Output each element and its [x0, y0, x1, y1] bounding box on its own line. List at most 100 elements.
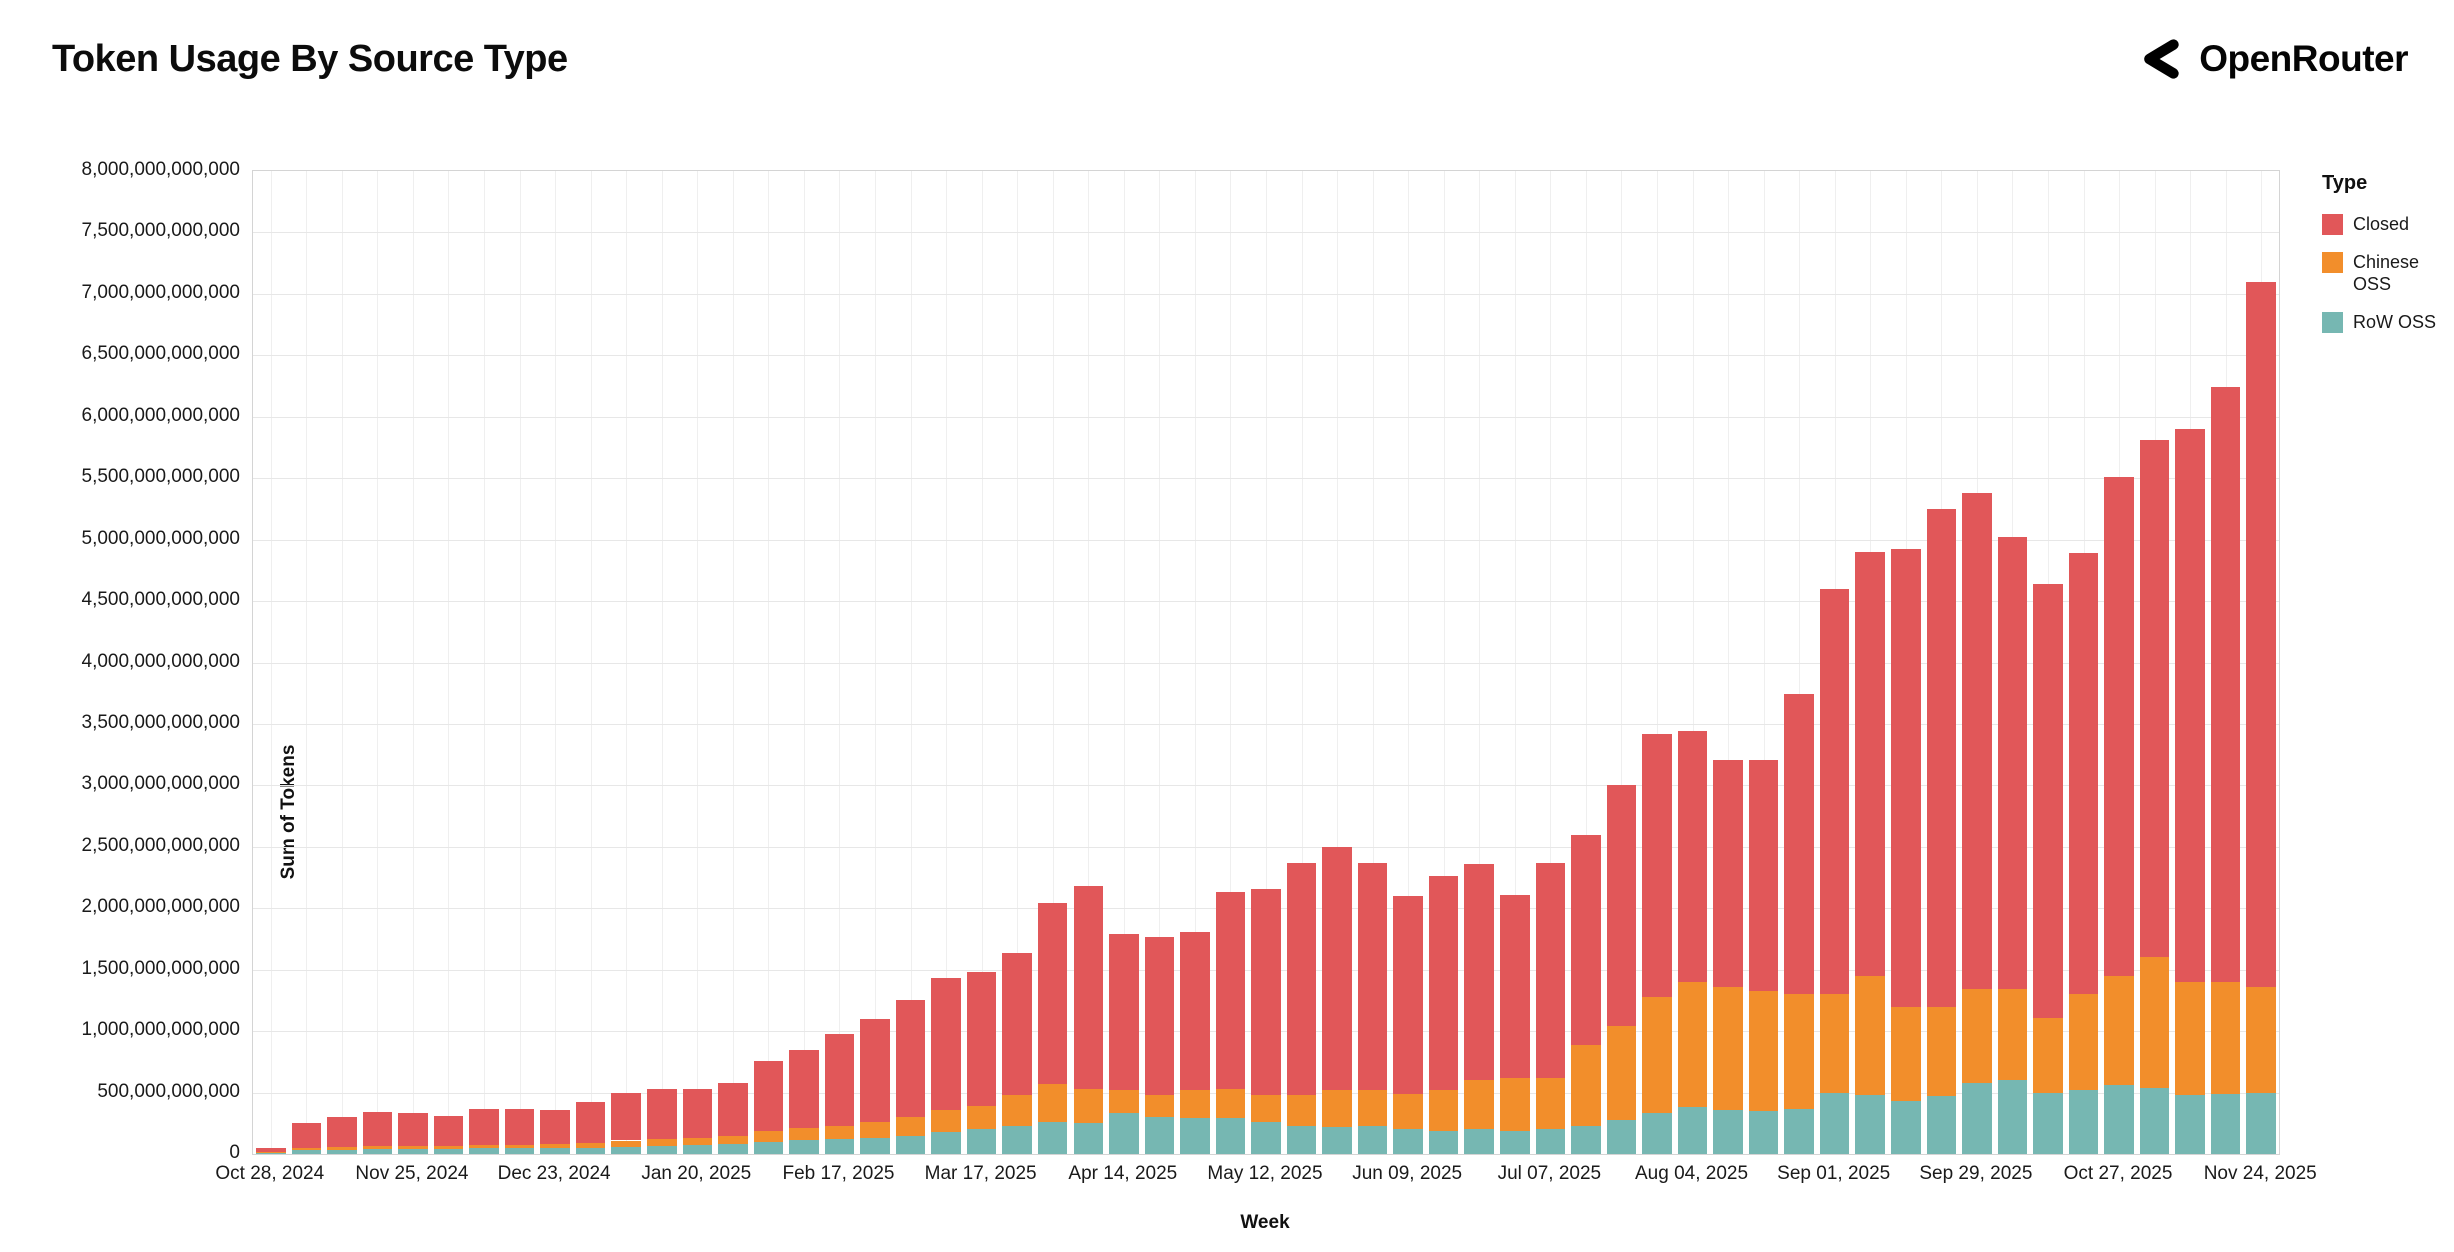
bar-segment-chinese-oss	[753, 1130, 784, 1142]
legend-swatch-icon	[2322, 312, 2343, 333]
bar-segment-row-oss	[718, 1144, 748, 1154]
bar-segment-chinese-oss	[2210, 981, 2241, 1094]
bar-jan-13-2025	[646, 1088, 677, 1154]
x-tick-label: Sep 01, 2025	[1777, 1163, 1891, 1184]
legend-swatch-icon	[2322, 252, 2343, 273]
bar-may-12-2025	[1251, 888, 1281, 1154]
bar-mar-17-2025	[966, 972, 997, 1154]
horizontal-gridline	[253, 539, 2279, 541]
bar-segment-chinese-oss	[1037, 1083, 1068, 1123]
x-axis-title: Week	[1240, 1212, 1290, 1233]
bar-feb-24-2025	[860, 1018, 890, 1154]
bar-segment-closed	[682, 1088, 713, 1139]
bar-segment-closed	[895, 1000, 926, 1118]
y-tick-label: 7,000,000,000,000	[81, 281, 241, 303]
bar-segment-row-oss	[398, 1149, 428, 1154]
y-tick-label: 8,000,000,000,000	[81, 159, 241, 180]
bar-segment-closed	[2210, 387, 2241, 982]
x-tick-label: Aug 04, 2025	[1634, 1163, 1749, 1184]
bar-segment-row-oss	[1997, 1080, 2028, 1154]
bar-segment-row-oss	[1073, 1123, 1104, 1154]
bar-segment-chinese-oss	[895, 1117, 926, 1136]
bar-segment-closed	[398, 1113, 428, 1147]
legend-label: Closed	[2353, 214, 2410, 234]
bar-segment-chinese-oss	[1819, 994, 1850, 1093]
bar-segment-closed	[1286, 862, 1317, 1096]
bar-jan-27-2025	[718, 1082, 748, 1154]
bar-segment-chinese-oss	[2068, 994, 2099, 1091]
bar-sep-15-2025	[1891, 549, 1921, 1154]
bar-segment-closed	[931, 978, 961, 1110]
bar-segment-chinese-oss	[540, 1144, 570, 1148]
bar-feb-03-2025	[753, 1060, 784, 1154]
legend-item-closed[interactable]: Closed	[2322, 213, 2448, 235]
y-tick-label: 6,000,000,000,000	[81, 404, 241, 426]
bar-apr-07-2025	[1073, 886, 1104, 1154]
bar-segment-row-oss	[611, 1146, 641, 1154]
legend-item-row-oss[interactable]: RoW OSS	[2322, 311, 2448, 333]
bar-segment-closed	[1144, 936, 1175, 1096]
bar-segment-closed	[291, 1123, 322, 1149]
bar-segment-closed	[718, 1082, 748, 1136]
legend-title: Type	[2322, 172, 2368, 194]
bar-aug-04-2025	[1677, 731, 1708, 1154]
bar-dec-16-2024	[504, 1108, 535, 1154]
bar-jun-09-2025	[1393, 895, 1423, 1154]
bar-segment-closed	[966, 972, 997, 1107]
x-tick-label: May 12, 2025	[1207, 1163, 1323, 1184]
y-tick-label: 2,500,000,000,000	[81, 834, 241, 856]
bar-segment-chinese-oss	[2246, 986, 2276, 1093]
bar-segment-row-oss	[2139, 1087, 2170, 1154]
bar-segment-chinese-oss	[2175, 981, 2205, 1096]
bar-segment-row-oss	[327, 1149, 357, 1154]
bar-mar-31-2025	[1037, 903, 1068, 1154]
bar-segment-closed	[1642, 733, 1672, 997]
bar-segment-closed	[2033, 583, 2063, 1018]
legend-item-chinese-oss[interactable]: Chinese OSS	[2322, 251, 2448, 295]
bar-segment-chinese-oss	[1784, 994, 1814, 1109]
bar-segment-chinese-oss	[1464, 1080, 1495, 1130]
bar-segment-row-oss	[1713, 1109, 1743, 1154]
bar-sep-22-2025	[1926, 508, 1957, 1154]
bar-segment-chinese-oss	[1571, 1044, 1601, 1126]
bar-segment-chinese-oss	[1251, 1095, 1281, 1123]
y-tick-label: 1,000,000,000,000	[81, 1019, 241, 1041]
bar-segment-row-oss	[1002, 1125, 1032, 1154]
bar-segment-closed	[860, 1018, 890, 1123]
bar-segment-closed	[1606, 785, 1637, 1027]
bar-segment-closed	[433, 1115, 464, 1147]
brand-name: OpenRouter	[2199, 38, 2408, 79]
x-tick-label: Mar 17, 2025	[924, 1163, 1037, 1184]
bar-segment-row-oss	[1855, 1095, 1885, 1154]
y-tick-label: 6,500,000,000,000	[81, 343, 241, 365]
bar-segment-closed	[1713, 759, 1743, 987]
bar-sep-01-2025	[1819, 588, 1850, 1154]
bar-segment-chinese-oss	[611, 1140, 641, 1147]
legend-label: Chinese OSS	[2353, 252, 2420, 294]
bar-segment-closed	[646, 1088, 677, 1140]
bar-oct-06-2025	[1997, 537, 2028, 1154]
bar-segment-closed	[1180, 931, 1210, 1091]
bar-aug-11-2025	[1713, 759, 1743, 1154]
bar-apr-28-2025	[1180, 931, 1210, 1154]
x-tick-label: Nov 24, 2025	[2203, 1163, 2317, 1184]
bar-segment-row-oss	[1819, 1092, 1850, 1154]
bar-segment-closed	[2175, 429, 2205, 982]
bar-segment-row-oss	[504, 1148, 535, 1154]
bar-segment-chinese-oss	[1855, 975, 1885, 1096]
bar-segment-row-oss	[1251, 1122, 1281, 1154]
bar-segment-closed	[256, 1147, 286, 1153]
x-tick-label: Jan 20, 2025	[641, 1163, 752, 1184]
y-axis-title: Sum of Tokens	[278, 744, 299, 880]
bar-segment-chinese-oss	[718, 1135, 748, 1145]
bar-segment-chinese-oss	[256, 1152, 286, 1153]
bar-segment-chinese-oss	[1642, 996, 1672, 1114]
bar-jul-21-2025	[1606, 785, 1637, 1154]
bar-segment-row-oss	[2068, 1090, 2099, 1154]
bar-segment-chinese-oss	[1500, 1077, 1530, 1131]
bar-segment-chinese-oss	[1606, 1026, 1637, 1120]
plot-area: Sum of Tokens	[252, 170, 2280, 1155]
bar-oct-13-2025	[2033, 583, 2063, 1154]
bar-dec-23-2024	[540, 1109, 570, 1154]
bar-segment-chinese-oss	[327, 1147, 357, 1150]
